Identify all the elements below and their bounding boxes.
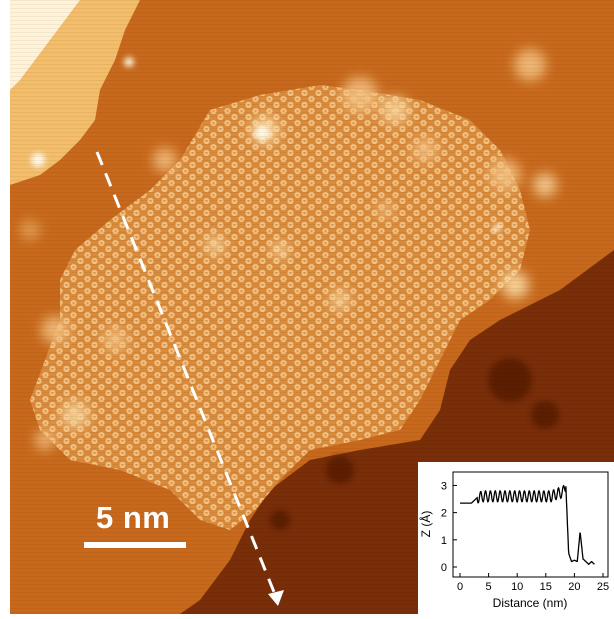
line-profile-chart: 0 5 10 15 20 25 0 1 2 3 Distance (nm) Z (Å) (418, 471, 609, 610)
y-axis-label: Z (Å) (418, 511, 433, 538)
plot-frame (452, 471, 609, 578)
x-tick-label: 20 (568, 581, 580, 593)
line-profile-path (95, 151, 276, 593)
x-tick-label: 0 (457, 581, 463, 593)
white-margin-left (0, 0, 10, 614)
y-tick-label: 1 (441, 535, 447, 547)
scale-bar (84, 542, 186, 548)
y-tick-label: 0 (441, 562, 447, 574)
x-axis-label: Distance (nm) (493, 596, 568, 610)
y-tick-label: 2 (441, 508, 447, 520)
x-axis-ticks: 0 5 10 15 20 25 (457, 573, 609, 593)
x-tick-label: 15 (540, 581, 552, 593)
x-tick-label: 5 (486, 581, 492, 593)
scale-bar-label: 5 nm (96, 500, 171, 535)
arrow-head-icon (268, 590, 284, 606)
x-tick-label: 25 (597, 581, 609, 593)
y-axis-ticks: 0 1 2 3 (441, 480, 457, 574)
profile-series-line (460, 484, 595, 566)
y-tick-label: 3 (441, 480, 447, 492)
line-profile-inset: 0 5 10 15 20 25 0 1 2 3 Distance (nm) Z (Å) (418, 462, 614, 614)
x-tick-label: 10 (511, 581, 523, 593)
